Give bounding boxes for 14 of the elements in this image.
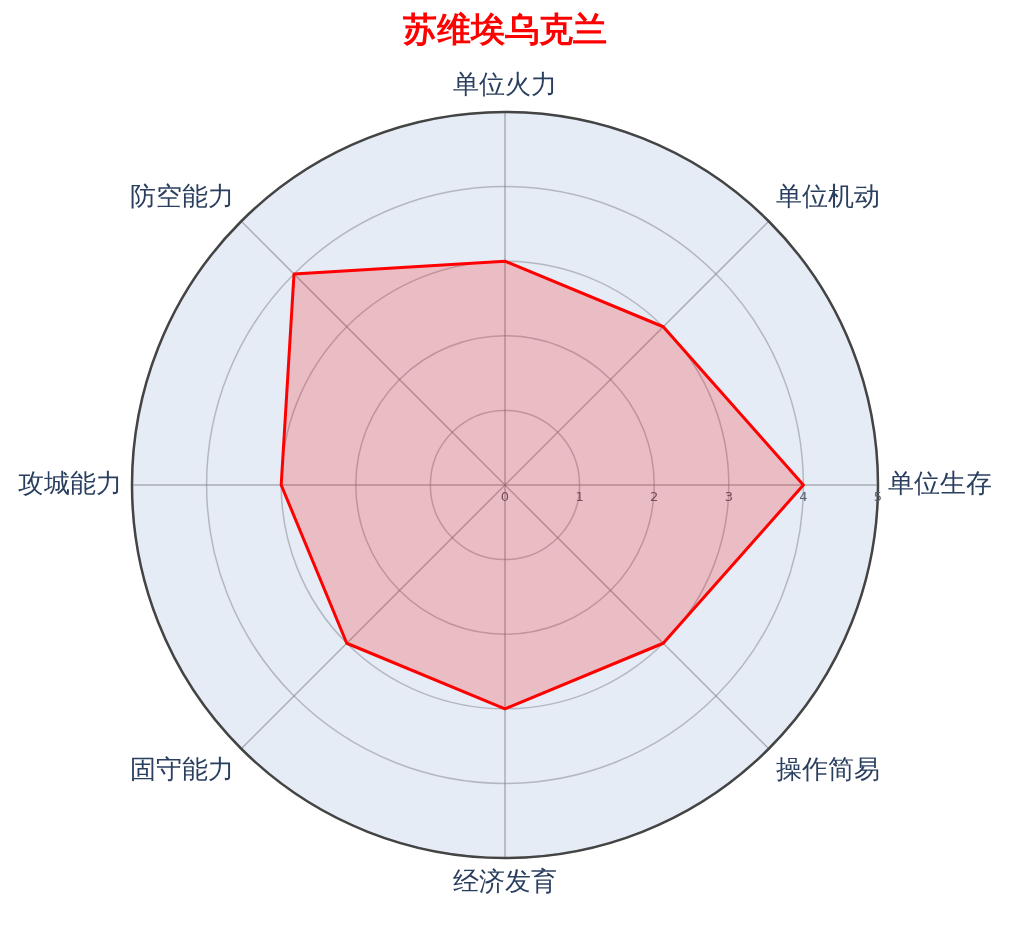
y-tick-label: 3 [724, 488, 733, 504]
spoke-label: 攻城能力 [18, 467, 122, 498]
chart-title: 苏维埃乌克兰 [402, 9, 607, 50]
spoke-label: 经济发育 [453, 866, 557, 897]
spoke-label: 固守能力 [130, 754, 235, 785]
y-tick-label: 2 [650, 488, 659, 504]
spoke-label: 单位机动 [775, 181, 880, 212]
y-tick-label: 0 [500, 488, 510, 504]
y-tick-label: 4 [799, 488, 808, 504]
spoke-label: 单位生存 [888, 467, 992, 498]
spoke-label: 防空能力 [130, 181, 235, 212]
y-tick-label: 1 [575, 488, 584, 504]
spoke-label: 单位火力 [453, 69, 557, 100]
spoke-label: 操作简易 [775, 754, 880, 785]
